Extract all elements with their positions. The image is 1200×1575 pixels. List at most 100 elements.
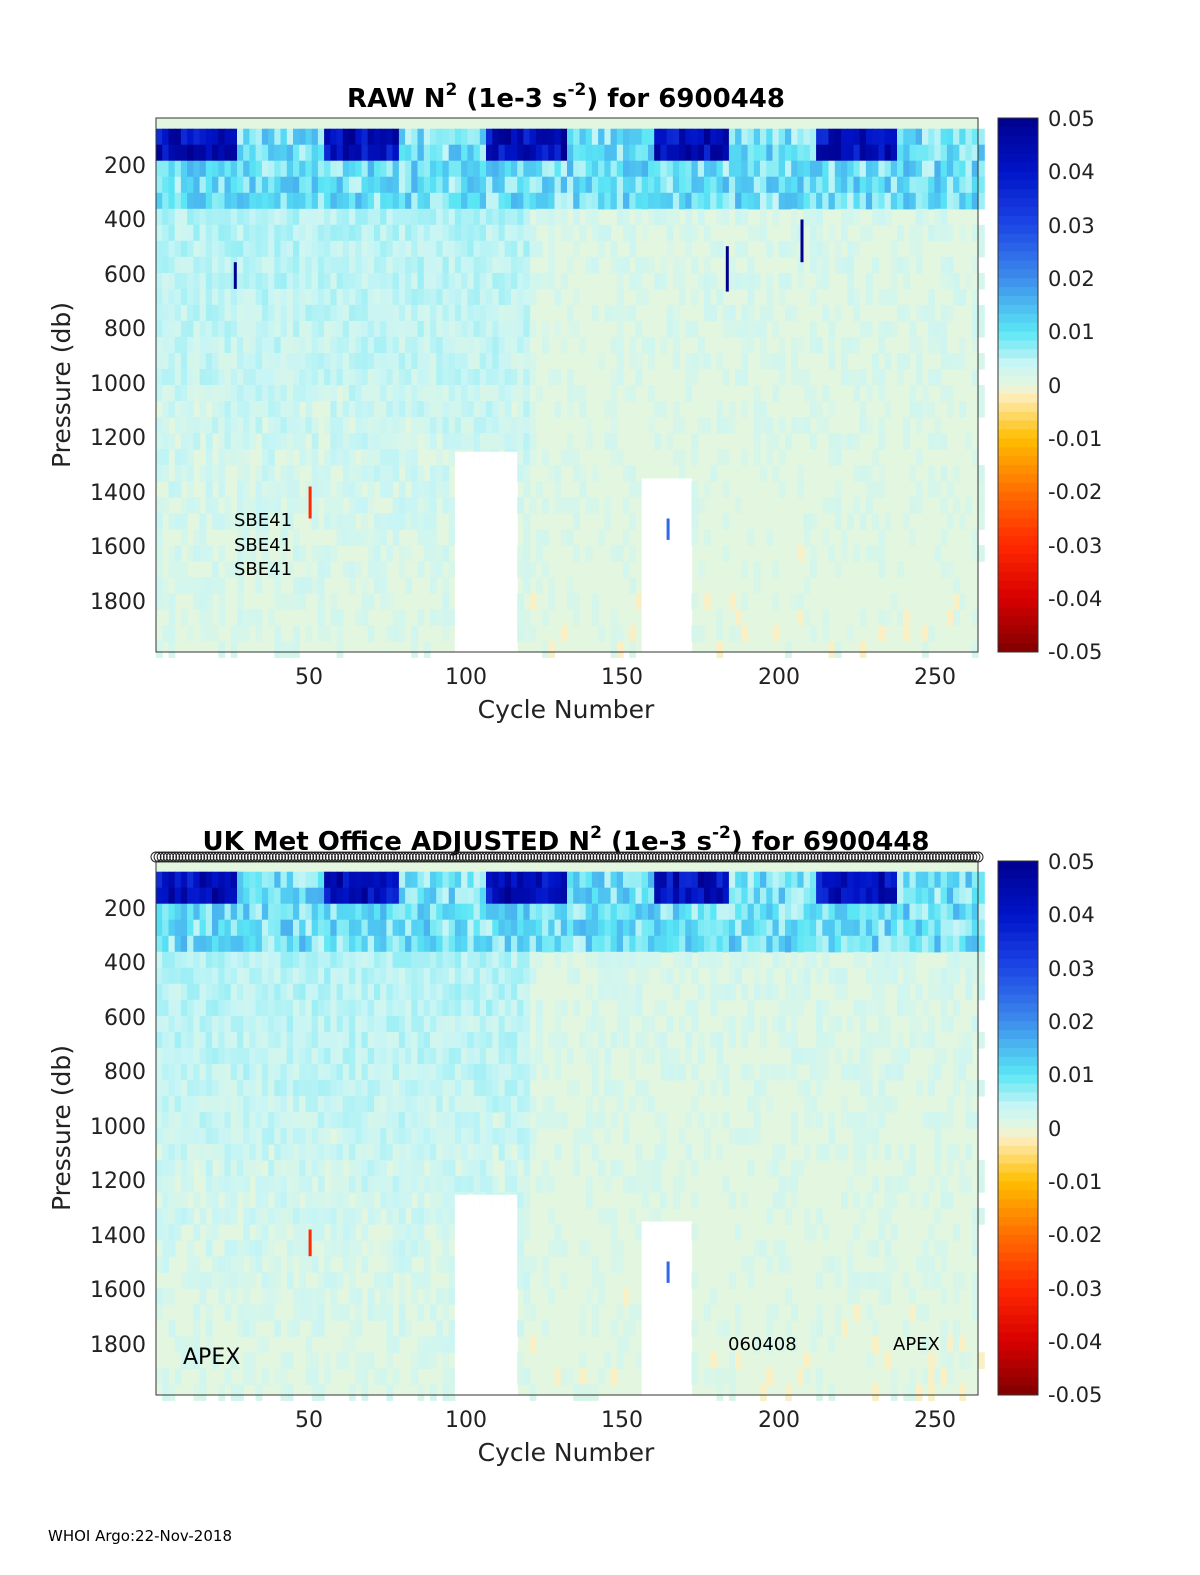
heatmap-cell [529,935,537,953]
heatmap-cell [666,224,674,242]
heatmap-cell [293,1208,300,1225]
heatmap-cell [847,240,854,258]
heatmap-cell [224,887,232,905]
heatmap-cell [747,336,755,354]
heatmap-cell [760,336,767,354]
heatmap-cell [623,871,630,889]
heatmap-cell [585,1288,593,1305]
heatmap-cell [766,176,774,194]
heatmap-cell [560,625,568,642]
heatmap-cell [591,1144,599,1161]
heatmap-cell [697,625,705,642]
heatmap-cell [255,1031,263,1049]
heatmap-cell [317,144,325,162]
heatmap-cell [747,304,755,322]
heatmap-cell [691,1015,699,1033]
heatmap-cell [486,192,493,210]
heatmap-cell [928,192,935,210]
heatmap-cell [180,304,188,322]
heatmap-cell [616,176,624,194]
heatmap-cell [156,128,163,146]
colorbar-segment [998,545,1038,555]
heatmap-cell [722,887,730,905]
heatmap-cell [193,417,201,434]
heatmap-cell [386,887,394,905]
heatmap-cell [604,1352,612,1369]
heatmap-cell [828,176,836,194]
heatmap-cell [330,304,338,322]
heatmap-cell [523,1256,531,1273]
heatmap-cell [374,951,381,969]
heatmap-cell [978,385,985,402]
heatmap-cell [697,919,705,937]
heatmap-cell [616,1352,624,1369]
heatmap-cell [398,967,406,985]
heatmap-cell [261,272,269,290]
heatmap-cell [760,304,767,322]
heatmap-cell [218,1160,226,1177]
heatmap-cell [218,513,226,530]
heatmap-cell [280,935,288,953]
heatmap-cell [243,1112,250,1129]
heatmap-cell [417,353,425,370]
heatmap-cell [274,1047,282,1065]
heatmap-cell [523,1144,531,1161]
heatmap-cell [629,385,637,402]
heatmap-cell [548,1096,556,1113]
heatmap-cell [174,288,182,306]
heatmap-cell [156,192,163,210]
heatmap-cell [672,903,680,921]
heatmap-cell [261,144,269,162]
heatmap-cell [417,967,425,985]
heatmap-cell [498,903,506,921]
heatmap-cell [249,288,257,306]
heatmap-cell [174,1096,182,1113]
heatmap-cell [380,999,387,1017]
heatmap-cell [448,513,456,530]
heatmap-cell [691,256,699,274]
heatmap-cell [398,208,406,226]
heatmap-cell [461,353,468,370]
heatmap-cell [504,160,512,178]
heatmap-cell [392,871,400,889]
heatmap-cell [380,401,387,418]
heatmap-cell [436,224,443,242]
heatmap-cell [330,192,338,210]
heatmap-cell [286,208,294,226]
heatmap-cell [380,1112,387,1129]
heatmap-cell [834,256,842,274]
heatmap-cell [567,176,574,194]
heatmap-cell [230,1015,238,1033]
heatmap-cell [486,272,493,290]
heatmap-cell [473,1031,481,1049]
heatmap-cell [778,919,786,937]
heatmap-cell [423,224,431,242]
heatmap-cell [274,208,282,226]
heatmap-cell [317,1384,325,1401]
heatmap-cell [230,1112,238,1129]
heatmap-cell [156,1047,163,1065]
heatmap-cell [411,1160,419,1177]
heatmap-cell [330,336,338,354]
heatmap-cell [162,871,169,889]
heatmap-cell [255,176,263,194]
heatmap-cell [822,625,830,642]
heatmap-cell [405,353,412,370]
heatmap-cell [946,192,954,210]
heatmap-cell [380,1272,387,1289]
heatmap-cell [461,417,468,434]
heatmap-cell [635,967,643,985]
heatmap-cell [324,513,331,530]
heatmap-cell [479,1096,487,1113]
heatmap-cell [448,1112,456,1129]
heatmap-cell [785,903,792,921]
heatmap-cell [442,1368,450,1385]
heatmap-cell [940,224,948,242]
heatmap-cell [741,593,749,610]
heatmap-cell [230,288,238,306]
heatmap-cell [286,1160,294,1177]
heatmap-cell [218,272,226,290]
heatmap-cell [411,1063,419,1081]
heatmap-cell [212,224,219,242]
heatmap-cell [293,128,300,146]
